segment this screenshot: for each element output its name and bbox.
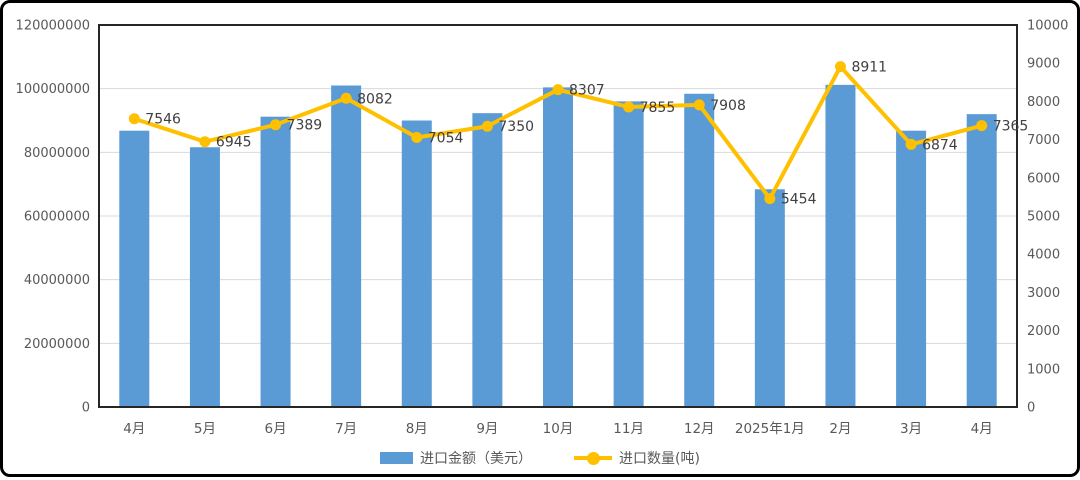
combo-chart: 7546 6945 7389 8082 7054 7350 8307 7855 7908 5454… bbox=[16, 19, 1069, 438]
x-axis-label-12月: 12月 bbox=[684, 421, 715, 437]
left-axis-tick-label: 100000000 bbox=[16, 82, 90, 97]
x-axis-label-2月: 2月 bbox=[829, 421, 851, 437]
line-marker-3月 bbox=[905, 138, 917, 150]
bar-8月 bbox=[401, 120, 432, 407]
bar-6月 bbox=[260, 116, 291, 408]
bar-11月 bbox=[613, 101, 644, 408]
bar-5月 bbox=[189, 147, 220, 408]
x-axis-label-10月: 10月 bbox=[543, 421, 574, 437]
data-label: 7389 bbox=[287, 118, 323, 134]
right-axis-tick-label: 5000 bbox=[1027, 210, 1060, 225]
right-axis-tick-label: 2000 bbox=[1027, 324, 1060, 339]
line-marker-12月 bbox=[693, 99, 705, 111]
bar-9月 bbox=[472, 113, 503, 407]
legend-label-import-amount: 进口金额（美元） bbox=[420, 451, 533, 467]
left-axis-tick-label: 40000000 bbox=[24, 273, 90, 288]
bar-2月 bbox=[825, 84, 856, 407]
data-label: 5454 bbox=[781, 192, 817, 208]
left-axis-tick-label: 120000000 bbox=[16, 19, 90, 34]
data-label: 8307 bbox=[569, 83, 605, 99]
legend-item-import-amount[interactable]: 进口金额（美元） bbox=[380, 448, 532, 468]
bar-12月 bbox=[684, 93, 715, 407]
line-marker-9月 bbox=[481, 120, 493, 132]
data-label: 7365 bbox=[993, 119, 1029, 135]
bar-3月 bbox=[896, 130, 927, 407]
x-axis-label-4月: 4月 bbox=[971, 421, 993, 437]
data-label: 6874 bbox=[922, 137, 958, 153]
right-axis-tick-label: 6000 bbox=[1027, 171, 1060, 186]
bar-4月 bbox=[119, 130, 150, 407]
left-axis-tick-label: 0 bbox=[82, 401, 90, 416]
left-axis-tick-label: 80000000 bbox=[24, 146, 90, 161]
legend-label-import-quantity: 进口数量(吨) bbox=[619, 451, 700, 467]
right-axis-tick-label: 4000 bbox=[1027, 248, 1060, 263]
data-label: 7855 bbox=[640, 100, 676, 116]
right-axis-tick-label: 9000 bbox=[1027, 57, 1060, 72]
data-label: 6945 bbox=[216, 135, 252, 151]
line-marker-4月 bbox=[976, 120, 988, 132]
bar-4月 bbox=[966, 114, 997, 407]
line-marker-2月 bbox=[834, 61, 846, 73]
data-label: 7546 bbox=[145, 112, 181, 128]
x-axis-label-8月: 8月 bbox=[406, 421, 428, 437]
right-axis-tick-label: 7000 bbox=[1027, 133, 1060, 148]
bar-2025年1月 bbox=[754, 189, 785, 407]
x-axis-label-9月: 9月 bbox=[476, 421, 498, 437]
x-axis-label-7月: 7月 bbox=[335, 421, 357, 437]
right-axis-tick-label: 10000 bbox=[1027, 19, 1068, 34]
plot-border bbox=[98, 24, 1018, 408]
right-axis-tick-label: 8000 bbox=[1027, 95, 1060, 110]
x-axis-label-4月: 4月 bbox=[123, 421, 145, 437]
line-marker-4月 bbox=[128, 113, 140, 125]
bar-10月 bbox=[543, 87, 573, 407]
line-marker-10月 bbox=[552, 84, 564, 96]
x-axis-label-6月: 6月 bbox=[264, 421, 286, 437]
line-series-swatch bbox=[574, 451, 613, 465]
data-label: 7054 bbox=[428, 131, 464, 147]
line-marker-6月 bbox=[270, 119, 282, 131]
line-marker-7月 bbox=[340, 92, 352, 104]
legend: 进口金额（美元） 进口数量(吨) bbox=[3, 444, 1077, 472]
data-label: 7350 bbox=[498, 119, 534, 135]
left-axis-tick-label: 60000000 bbox=[24, 210, 90, 225]
x-axis-label-11月: 11月 bbox=[613, 421, 644, 437]
data-label: 8082 bbox=[357, 91, 393, 107]
line-marker-8月 bbox=[411, 132, 423, 144]
right-axis-tick-label: 0 bbox=[1027, 401, 1035, 416]
right-axis-tick-label: 1000 bbox=[1027, 362, 1060, 377]
data-label: 7908 bbox=[710, 98, 746, 114]
line-marker-5月 bbox=[199, 136, 211, 148]
legend-item-import-quantity[interactable]: 进口数量(吨) bbox=[574, 448, 700, 468]
left-axis-tick-label: 20000000 bbox=[24, 337, 90, 352]
bar-7月 bbox=[331, 85, 362, 407]
x-axis-label-5月: 5月 bbox=[194, 421, 216, 437]
x-axis-label-3月: 3月 bbox=[900, 421, 922, 437]
bar-series-swatch bbox=[380, 452, 414, 464]
data-label: 8911 bbox=[851, 60, 887, 76]
line-marker-11月 bbox=[623, 101, 635, 113]
x-axis-label-2025年1月: 2025年1月 bbox=[735, 421, 805, 437]
right-axis-tick-label: 3000 bbox=[1027, 286, 1060, 301]
line-marker-2025年1月 bbox=[764, 193, 776, 205]
